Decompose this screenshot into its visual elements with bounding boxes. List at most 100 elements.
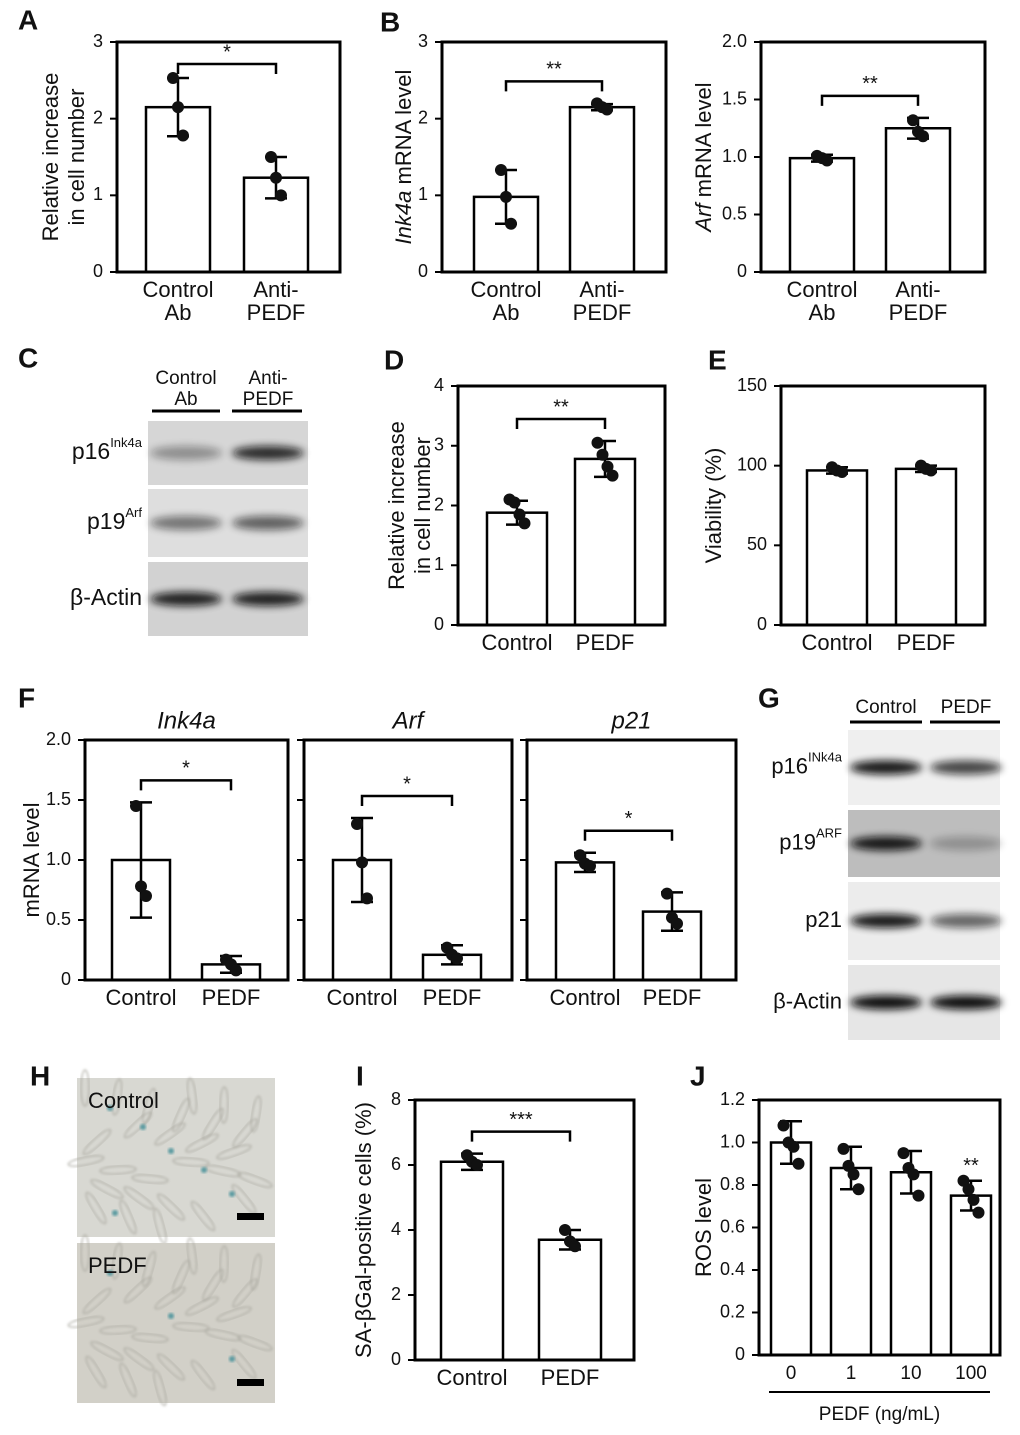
x-tick-label: Anti- [895,277,940,302]
data-point [917,130,929,143]
data-point [130,800,142,812]
y-tick-label: 0 [418,261,428,281]
blot-band [150,516,222,530]
data-point [451,952,463,965]
blot-row-label: p16INk4a [771,750,842,778]
data-point [606,469,619,482]
blot-band [930,836,1002,851]
blot-band [850,995,922,1010]
x-tick-label: 0 [786,1363,797,1384]
bar [242,176,310,274]
data-point [591,436,604,449]
data-point [495,164,507,177]
y-tick-label: 2.0 [46,729,71,749]
cell [157,1193,185,1221]
bar [485,511,549,627]
cell [85,1355,107,1389]
y-tick-label: 8 [391,1089,401,1109]
blot-band [930,995,1002,1010]
x-tick-label: Control [471,277,542,302]
y-tick-label: 1 [418,184,428,204]
cell [190,1360,216,1390]
blot-band [850,914,922,928]
significance-bracket [176,62,278,74]
cell [80,1069,90,1107]
data-point [897,1147,910,1160]
panel-letter: B [380,6,400,37]
bar [829,1166,873,1357]
stained-cell [107,1270,113,1276]
blot-row-label-sup: ARF [816,826,842,841]
blot-row-label: p21 [805,907,842,932]
x-tick-label: PEDF [202,985,261,1010]
cell [231,1349,257,1379]
cell [82,1128,112,1156]
chart-title: Arf [391,707,426,734]
blot-row-label: p19Arf [87,505,142,534]
panel-letter: C [18,342,38,373]
blot-band [150,592,222,606]
panel-letter: G [758,682,780,713]
y-tick-label: 0.4 [720,1259,745,1279]
cell [85,1191,107,1225]
blot-row-label-base: p19 [87,508,125,534]
stained-cell [168,1148,174,1154]
x-tick-label: Control [482,630,553,655]
y-tick-label: 0 [61,969,71,989]
stained-cell [229,1191,235,1197]
blot-row-label: β-Actin [70,584,142,610]
cell [67,1155,105,1167]
significance-label: ** [963,1155,979,1177]
blot-band [232,446,304,460]
y-axis-label-part: mRNA level [391,70,416,191]
chart-title: Ink4a [157,707,216,734]
stained-cell [140,1124,146,1130]
data-point [471,1159,483,1171]
blot-column-label: Control [155,368,216,389]
data-point [671,917,683,930]
significance-label: ** [546,59,562,81]
blot-band [850,836,922,851]
data-point [275,189,287,202]
y-tick-label: 0 [735,1344,745,1364]
data-point [265,151,277,163]
panel-letter: E [708,344,727,375]
bar [884,127,952,274]
x-tick-label: Anti- [579,277,624,302]
y-tick-label: 1.0 [720,1131,745,1151]
cell [204,1328,242,1342]
significance-bracket [515,417,607,429]
y-axis-label: SA-βGal-positive cells (%) [351,1102,376,1358]
panel-letter: H [30,1060,50,1091]
cell [119,1199,137,1235]
x-tick-label: Ab [165,300,192,325]
bar [889,1171,933,1357]
y-tick-label: 0.8 [720,1174,745,1194]
blot-row-label-base: β-Actin [70,584,142,610]
y-axis-label: Arf mRNA level [691,82,716,233]
x-tick-label: Control [327,985,398,1010]
cell [250,1095,262,1133]
y-tick-label: 50 [747,534,767,554]
panel-letter: I [356,1060,364,1091]
bar [537,1238,603,1362]
blot-column-label: Control [855,697,916,718]
cell [131,1333,169,1343]
bar [769,1141,813,1357]
cell [90,1341,124,1361]
cell [250,1253,262,1291]
plot-frame [779,384,987,627]
bar [894,467,958,627]
y-tick-label: 3 [434,435,444,455]
data-point [513,508,526,521]
y-tick-label: 4 [391,1219,401,1239]
stained-cell [112,1210,118,1216]
y-tick-label: 0.5 [722,203,747,223]
y-tick-label: 100 [737,454,767,474]
plot-frame [115,40,342,274]
data-point [777,1119,790,1132]
cell [123,1186,155,1210]
data-point [596,448,609,461]
blot-band [930,914,1002,928]
blot-row-label-base: p16 [72,438,110,464]
